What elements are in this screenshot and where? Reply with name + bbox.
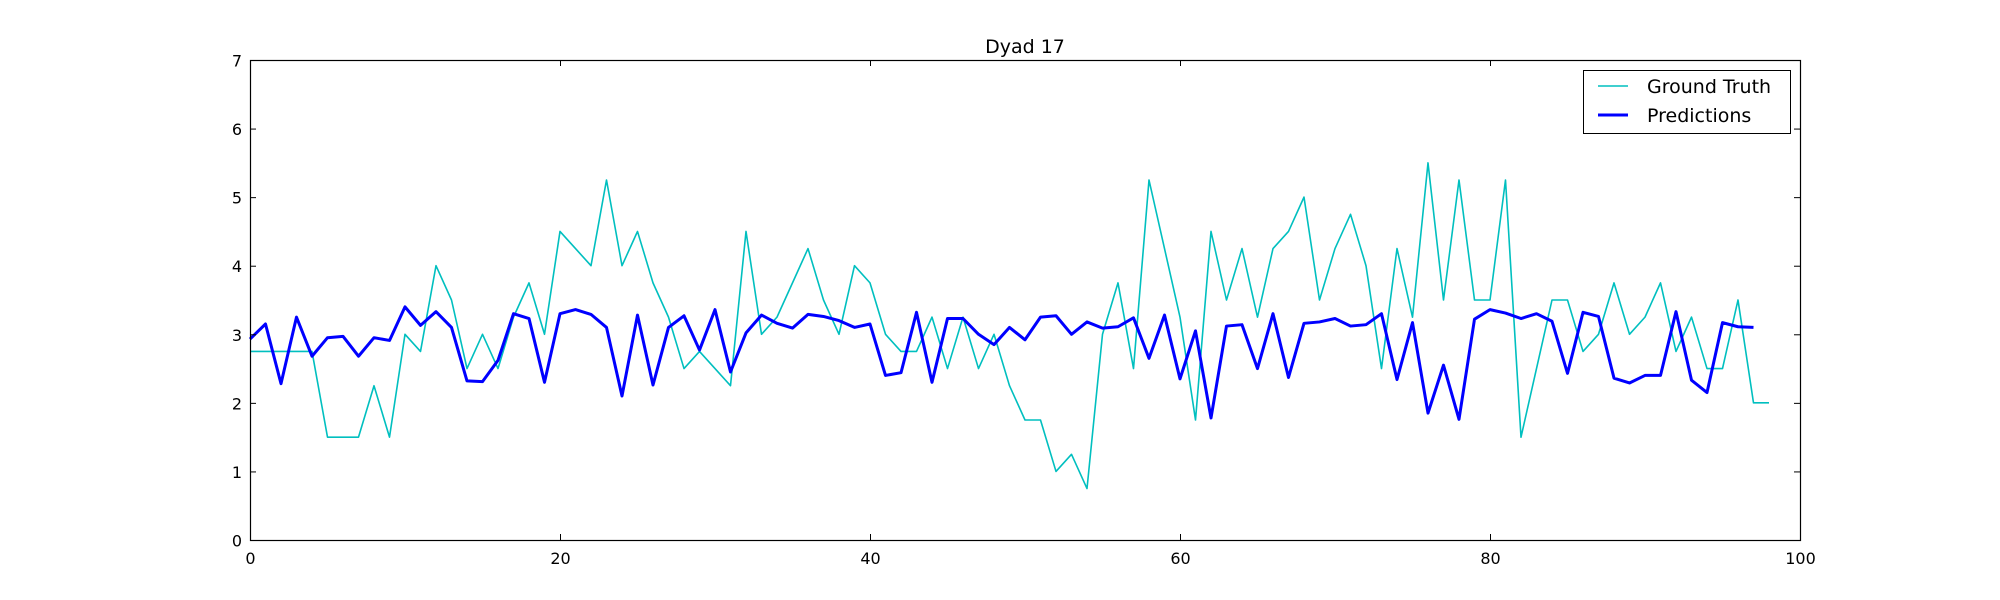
y-tick-label: 7 bbox=[232, 52, 242, 71]
series-line-ground-truth bbox=[250, 162, 1769, 490]
legend-box bbox=[1583, 70, 1791, 134]
y-tick-label: 0 bbox=[232, 532, 242, 551]
y-tick-label: 4 bbox=[232, 257, 242, 276]
x-tick-label: 40 bbox=[860, 549, 880, 568]
chart-title: Dyad 17 bbox=[985, 36, 1065, 58]
legend-label-ground-truth: Ground Truth bbox=[1647, 76, 1771, 98]
y-tick-label: 6 bbox=[232, 120, 242, 139]
axes-layer: 0 20 40 60 80 100 0 1 2 3 4 5 6 7 bbox=[232, 52, 1816, 569]
x-tick-label: 80 bbox=[1480, 549, 1500, 568]
y-tick-label: 3 bbox=[232, 326, 242, 345]
y-tick-label: 1 bbox=[232, 463, 242, 482]
y-tick-label: 2 bbox=[232, 394, 242, 413]
x-tick-label: 20 bbox=[550, 549, 570, 568]
plot-area-frame bbox=[249, 59, 1802, 542]
series-layer bbox=[248, 162, 1769, 490]
y-tick-label: 5 bbox=[232, 189, 242, 208]
series-line-predictions bbox=[248, 305, 1754, 421]
x-tick-label: 100 bbox=[1785, 549, 1816, 568]
x-tick-label: 0 bbox=[245, 549, 255, 568]
x-tick-label: 60 bbox=[1170, 549, 1190, 568]
legend-label-predictions: Predictions bbox=[1647, 105, 1751, 127]
legend: Ground Truth Predictions bbox=[1583, 70, 1791, 134]
